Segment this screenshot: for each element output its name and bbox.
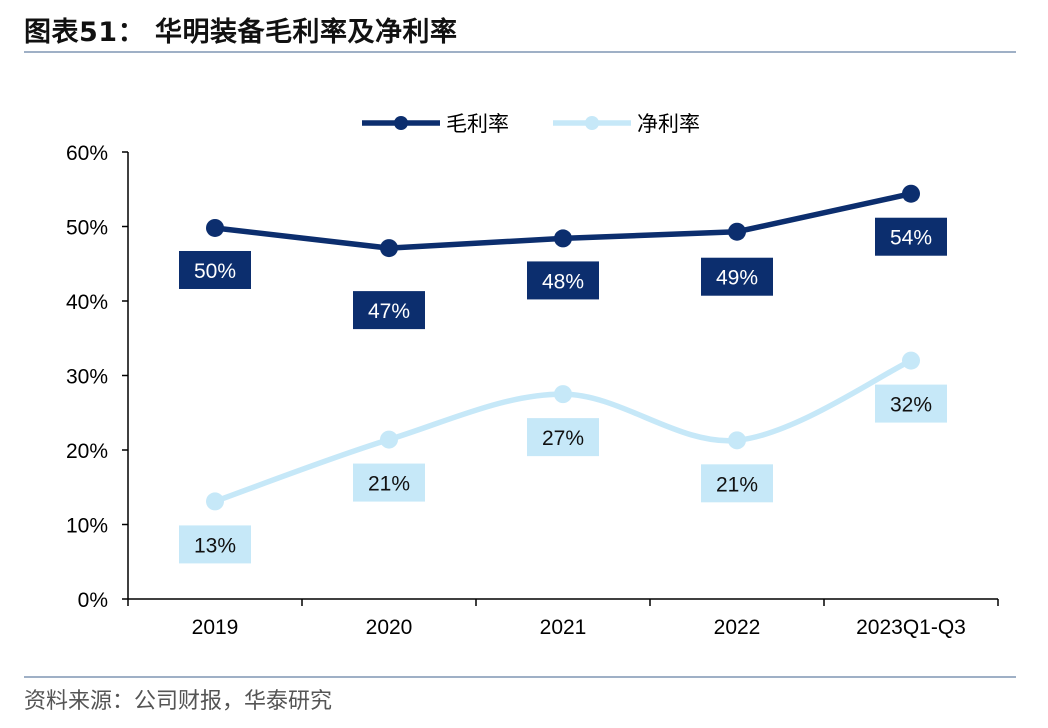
data-point: [206, 492, 224, 511]
x-tick-label: 2022: [714, 616, 761, 639]
data-label-box: [875, 217, 947, 256]
y-tick-label: 30%: [66, 366, 108, 389]
legend-label: 毛利率: [446, 113, 509, 136]
figure-title: 图表51： 华明装备毛利率及净利率: [24, 17, 458, 48]
data-point: [380, 239, 398, 258]
source-note: 资料来源：公司财报，华泰研究: [24, 689, 333, 714]
legend-swatch-marker: [585, 116, 599, 130]
y-tick-label: 20%: [66, 440, 108, 463]
data-label: 47%: [368, 300, 410, 323]
data-label-box: [527, 261, 599, 300]
y-tick-label: 40%: [66, 291, 108, 314]
data-label: 13%: [194, 534, 236, 557]
data-label: 32%: [890, 394, 932, 417]
x-tick-label: 2021: [540, 616, 587, 639]
data-point: [728, 222, 746, 241]
y-tick-label: 60%: [66, 142, 108, 165]
data-point: [728, 431, 746, 450]
data-label-box: [701, 464, 773, 503]
x-tick-label: 2019: [192, 616, 239, 639]
data-label-box: [179, 250, 251, 289]
y-axis: 0% 10% 20% 30% 40% 50% 60%: [66, 142, 129, 612]
legend-swatch-marker: [394, 116, 408, 130]
data-label-layer: 50% 47% 48% 49% 54% 13% 21% 27% 21% 32%: [179, 217, 947, 564]
x-tick-label: 2023Q1-Q3: [856, 616, 966, 639]
data-label-box: [527, 418, 599, 457]
y-tick-label: 0%: [78, 589, 108, 612]
legend: 毛利率 净利率: [362, 113, 700, 136]
data-label: 27%: [542, 427, 584, 450]
data-label: 50%: [194, 260, 236, 283]
x-axis: 2019 2020 2021 2022 2023Q1-Q3: [127, 598, 999, 639]
data-point: [206, 218, 224, 237]
data-label-box: [353, 291, 425, 330]
data-point: [554, 229, 572, 248]
footer-divider: [24, 676, 1016, 678]
data-label: 48%: [542, 270, 584, 293]
data-point: [902, 184, 920, 203]
figure-header: 图表51： 华明装备毛利率及净利率: [24, 10, 457, 50]
data-label: 21%: [368, 473, 410, 496]
data-point: [380, 430, 398, 449]
data-label-box: [701, 257, 773, 296]
data-point: [554, 385, 572, 404]
data-label-box: [875, 384, 947, 423]
header-divider: [24, 51, 1016, 53]
data-label: 21%: [716, 473, 758, 496]
legend-label: 净利率: [637, 113, 700, 136]
y-tick-label: 50%: [66, 217, 108, 240]
series-layer: [206, 184, 920, 511]
data-label: 54%: [890, 227, 932, 250]
data-point: [902, 351, 920, 370]
data-label: 49%: [716, 267, 758, 290]
data-label-box: [179, 525, 251, 564]
data-label-box: [353, 463, 425, 502]
y-tick-label: 10%: [66, 515, 108, 538]
x-tick-label: 2020: [366, 616, 413, 639]
